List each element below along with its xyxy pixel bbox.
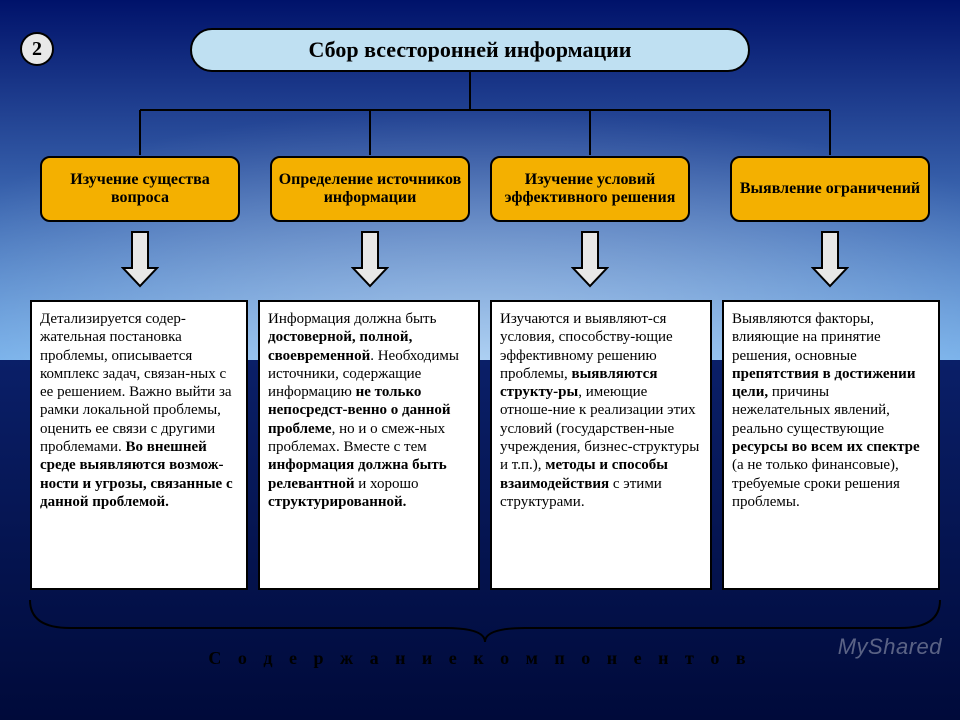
arrow-down-icon (571, 230, 609, 288)
branch-limits-text: Выявляются факторы, влияющие на принятие… (722, 300, 940, 590)
step-badge: 2 (20, 32, 54, 66)
branch-limits-title: Выявление ограничений (730, 156, 930, 222)
arrow-down-icon (121, 230, 159, 288)
branch-essence-title: Изучение существа вопроса (40, 156, 240, 222)
branch-sources-title: Определение источников информации (270, 156, 470, 222)
slide-root: 2 Сбор всесторонней информации Изучение су… (0, 0, 960, 720)
branch-conditions-text: Изучаются и выявляют-ся условия, способс… (490, 300, 712, 590)
arrow-down-icon (351, 230, 389, 288)
branch-conditions-title: Изучение условий эффективного решения (490, 156, 690, 222)
components-caption: С о д е р ж а н и е к о м п о н е н т о … (0, 648, 960, 669)
diagram-title: Сбор всесторонней информации (190, 28, 750, 72)
branch-essence-text: Детализируется содер-жательная постановк… (30, 300, 248, 590)
branch-sources-text: Информация должна быть достоверной, полн… (258, 300, 480, 590)
arrow-down-icon (811, 230, 849, 288)
